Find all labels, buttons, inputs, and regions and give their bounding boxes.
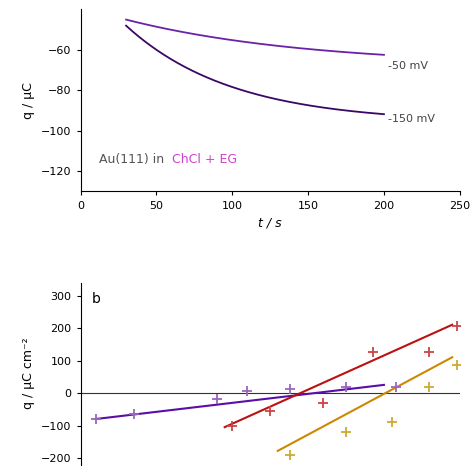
Point (342, 383, 350, 390)
Point (453, 322, 461, 329)
Point (228, 422, 236, 429)
Point (392, 383, 400, 391)
Text: ChCl + EG: ChCl + EG (172, 153, 237, 165)
Point (130, 410, 137, 418)
X-axis label: t / s: t / s (258, 216, 282, 229)
Point (426, 348, 433, 356)
Text: b: b (92, 292, 101, 306)
Y-axis label: q / μC: q / μC (22, 82, 36, 119)
Point (342, 428, 350, 436)
Point (319, 400, 327, 407)
Point (453, 362, 461, 369)
Point (388, 419, 395, 426)
Point (286, 452, 294, 459)
Point (370, 348, 377, 356)
Point (426, 383, 433, 391)
Text: -50 mV: -50 mV (389, 61, 428, 71)
Point (286, 385, 294, 393)
Y-axis label: q / μC cm⁻²: q / μC cm⁻² (22, 337, 36, 410)
Point (266, 407, 274, 415)
Point (244, 388, 251, 395)
Point (92, 415, 100, 423)
Text: Au(111) in: Au(111) in (99, 153, 168, 165)
Point (213, 395, 221, 402)
Text: -150 mV: -150 mV (389, 114, 436, 124)
